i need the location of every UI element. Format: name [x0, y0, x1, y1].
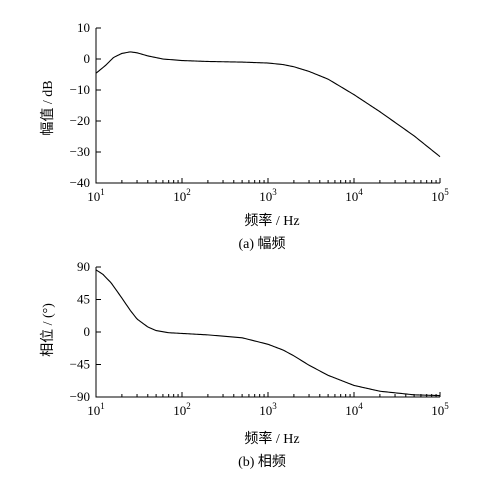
- magnitude-caption: (a) 幅频: [238, 236, 285, 252]
- phase-caption: (b) 相频: [238, 454, 286, 470]
- phase-x-tick-label: 104: [345, 401, 363, 418]
- magnitude-y-tick-label: −30: [70, 144, 90, 159]
- magnitude-y-tick-label: 0: [84, 51, 91, 66]
- magnitude-y-tick-label: −40: [70, 175, 90, 190]
- magnitude-x-tick-label: 105: [431, 187, 449, 204]
- phase-x-tick-label: 105: [431, 401, 449, 418]
- phase-y-tick-label: 0: [84, 324, 91, 339]
- phase-x-tick-label: 101: [87, 401, 105, 418]
- magnitude-axes: [95, 28, 440, 184]
- phase-axes: [95, 267, 440, 398]
- magnitude-y-tick-label: 10: [77, 20, 90, 35]
- magnitude-y-tick-label: −20: [70, 113, 90, 128]
- phase-y-tick-label: 90: [77, 259, 90, 274]
- phase-y-label: 相位 / (°): [40, 303, 56, 357]
- magnitude-y-ticks: 10 0 −10 −20 −30 −40: [70, 20, 101, 190]
- phase-x-tick-label: 103: [259, 401, 277, 418]
- magnitude-x-tick-label: 103: [259, 187, 277, 204]
- magnitude-x-ticks: 101 102 103 104 105: [87, 178, 449, 204]
- phase-plot: 101 102 103 104 105 90 45 0 −45 −90 频率 / Hz 相位 /…: [40, 259, 449, 470]
- magnitude-y-tick-label: −10: [70, 82, 90, 97]
- magnitude-x-label: 频率 / Hz: [244, 212, 299, 229]
- phase-y-tick-label: 45: [77, 292, 90, 307]
- magnitude-plot: 101 102 103 104 105 100−10−20−30−40 频率 / Hz …: [40, 20, 449, 252]
- phase-curve: [95, 269, 441, 397]
- phase-x-tick-label: 102: [173, 401, 191, 418]
- phase-x-label: 频率 / Hz: [244, 430, 299, 447]
- phase-x-ticks: 101 102 103 104 105: [87, 392, 449, 418]
- phase-y-tick-label: −45: [70, 357, 90, 372]
- magnitude-x-tick-label: 102: [173, 187, 191, 204]
- magnitude-x-tick-label: 104: [345, 187, 363, 204]
- magnitude-y-label: 幅值 / dB: [40, 80, 56, 135]
- magnitude-curve: [95, 51, 441, 158]
- phase-y-ticks: 90 45 0 −45 −90: [70, 259, 101, 404]
- phase-y-tick-label: −90: [70, 389, 90, 404]
- magnitude-x-tick-label: 101: [87, 187, 105, 204]
